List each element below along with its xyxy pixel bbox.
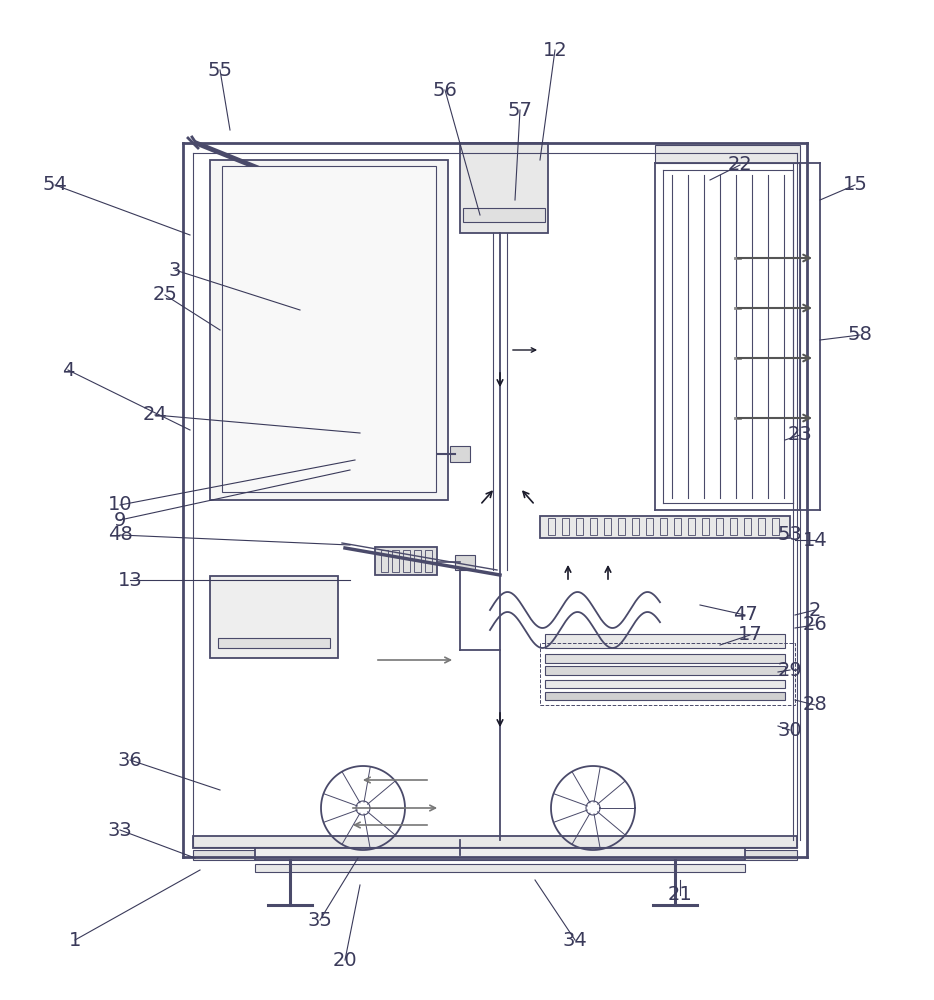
Bar: [716, 518, 723, 535]
Bar: [210, 576, 338, 658]
Bar: [540, 643, 795, 705]
Bar: [632, 518, 639, 535]
Text: 34: 34: [562, 930, 587, 950]
Bar: [414, 550, 421, 572]
Bar: [374, 423, 416, 430]
Bar: [545, 666, 785, 675]
Bar: [545, 654, 785, 663]
Text: 25: 25: [152, 286, 177, 304]
Text: 47: 47: [732, 605, 757, 624]
Bar: [375, 547, 437, 575]
Text: 1: 1: [69, 930, 81, 950]
Bar: [548, 518, 555, 535]
Text: 10: 10: [107, 495, 133, 514]
Bar: [646, 518, 653, 535]
Text: 22: 22: [728, 155, 753, 174]
Text: 21: 21: [668, 886, 692, 904]
Text: 55: 55: [207, 60, 233, 80]
Bar: [660, 518, 667, 535]
Text: 56: 56: [432, 81, 458, 100]
Bar: [403, 550, 410, 572]
Text: 35: 35: [307, 910, 333, 930]
Bar: [355, 421, 415, 427]
Text: 58: 58: [847, 326, 872, 344]
Bar: [255, 864, 745, 872]
Bar: [576, 518, 583, 535]
Text: 36: 36: [118, 750, 142, 770]
Text: 54: 54: [43, 176, 67, 194]
Bar: [730, 518, 737, 535]
Text: 30: 30: [778, 720, 802, 740]
Text: 15: 15: [842, 176, 868, 194]
Text: 20: 20: [333, 950, 358, 970]
Text: 57: 57: [507, 101, 532, 119]
Bar: [222, 166, 436, 492]
Text: 24: 24: [143, 406, 167, 424]
Bar: [374, 440, 381, 467]
Bar: [352, 422, 374, 432]
Text: 33: 33: [107, 820, 133, 840]
Bar: [604, 518, 611, 535]
Bar: [590, 518, 597, 535]
Bar: [758, 518, 765, 535]
Bar: [772, 518, 779, 535]
Bar: [450, 446, 470, 462]
Text: 28: 28: [802, 696, 828, 714]
Bar: [545, 634, 785, 648]
Bar: [385, 440, 392, 467]
Bar: [744, 518, 751, 535]
Bar: [460, 143, 548, 233]
Bar: [381, 550, 388, 572]
Bar: [540, 516, 790, 538]
Bar: [407, 440, 414, 467]
Bar: [352, 440, 359, 467]
Bar: [688, 518, 695, 535]
Bar: [345, 437, 413, 470]
Bar: [455, 555, 475, 570]
Bar: [255, 848, 745, 860]
Bar: [618, 518, 625, 535]
Text: 4: 4: [62, 360, 74, 379]
Text: 13: 13: [118, 570, 142, 589]
Bar: [545, 692, 785, 700]
Bar: [674, 518, 681, 535]
Bar: [562, 518, 569, 535]
Bar: [218, 638, 330, 648]
Bar: [463, 208, 545, 222]
Bar: [545, 680, 785, 688]
Text: 14: 14: [802, 530, 828, 550]
Bar: [655, 145, 800, 163]
Bar: [193, 850, 797, 860]
Bar: [392, 550, 399, 572]
Text: 53: 53: [778, 526, 802, 544]
Bar: [210, 160, 448, 500]
Text: 12: 12: [543, 40, 567, 60]
Text: 9: 9: [114, 510, 126, 530]
Text: 23: 23: [787, 426, 813, 444]
Bar: [425, 550, 432, 572]
Bar: [396, 440, 403, 467]
Text: 2: 2: [809, 600, 821, 619]
Bar: [363, 440, 370, 467]
Text: 3: 3: [169, 260, 181, 279]
Bar: [702, 518, 709, 535]
Text: 48: 48: [107, 526, 133, 544]
Text: 26: 26: [802, 615, 828, 635]
Text: 17: 17: [738, 626, 762, 645]
Bar: [193, 836, 797, 848]
Text: 29: 29: [778, 660, 802, 680]
